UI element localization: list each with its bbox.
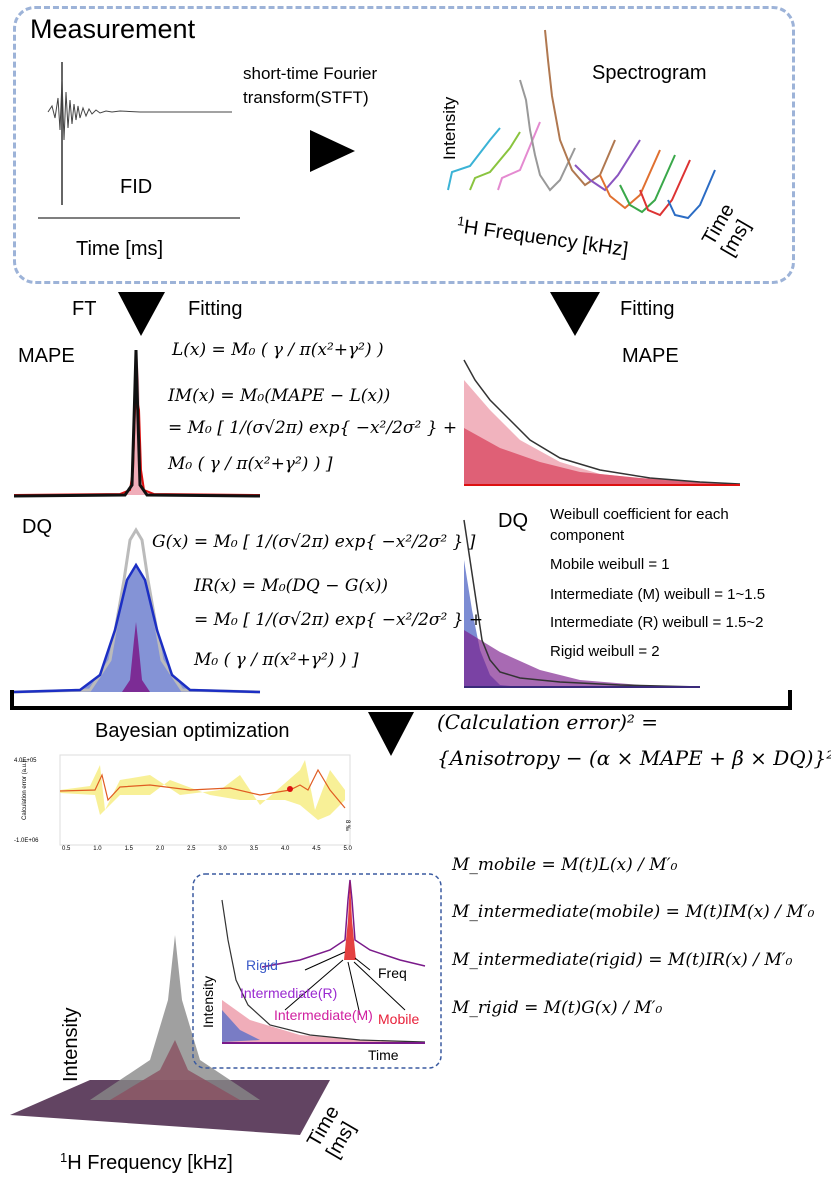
bayes-xtick: 4.0 — [280, 846, 290, 852]
inset-rigid: Rigid — [246, 957, 278, 973]
bayes-xtick: 3.0 — [218, 846, 227, 852]
weibull-rigid: Rigid weibull = 2 — [550, 643, 660, 660]
bayes-xtick: 3.5 — [249, 846, 259, 852]
bayes-xticks: 0.5 1.0 1.5 2.0 2.5 3.0 3.5 4.0 4.5 5.0 — [62, 846, 352, 852]
bayes-ylabel: Calculation error (a.u.) — [22, 760, 28, 820]
bayes-arrow — [368, 712, 414, 756]
measurement-title: Measurement — [30, 14, 196, 44]
section-bracket — [10, 690, 792, 710]
inset-intensity: Intensity — [200, 975, 216, 1028]
bayes-title: Bayesian optimization — [95, 720, 290, 742]
eq-im-1: IM(x) = M₀(MAPE − L(x)) — [168, 386, 391, 406]
left-mape-label: MAPE — [18, 345, 75, 367]
eq-ir-1: IR(x) = M₀(DQ − G(x)) — [194, 576, 388, 596]
dq-decay — [463, 519, 701, 688]
eq-m-rigid: M_rigid = M(t)G(x) / M′₀ — [452, 998, 663, 1018]
bayes-xtick: 4.5 — [312, 846, 321, 852]
fid-label: FID — [120, 176, 153, 198]
eq-m-int-rigid: M_intermediate(rigid) = M(t)IR(x) / M′₀ — [452, 950, 793, 970]
spectrogram-plot — [447, 29, 716, 220]
stft-line-2: transform(STFT) — [243, 88, 369, 107]
eq-m-mobile: M_mobile = M(t)L(x) / M′₀ — [452, 855, 678, 875]
inset-intermediate-m: Intermediate(M) — [274, 1007, 373, 1023]
weibull-intermediate-m: Intermediate (M) weibull = 1~1.5 — [550, 586, 766, 603]
right-mape-label: MAPE — [622, 345, 679, 367]
mape-spectrum — [13, 349, 261, 498]
surface-3d — [10, 935, 330, 1135]
ft-label: FT — [72, 298, 97, 320]
inset-intermediate-r: Intermediate(R) — [240, 985, 338, 1001]
bayes-xtick: 1.0 — [93, 846, 102, 852]
spectrogram-intensity: Intensity — [440, 96, 459, 160]
bayes-xtick: 1.5 — [124, 846, 133, 852]
eq-ir-2: = M₀ [ 1/(σ√2π) exp{ −x²/2σ² } + — [194, 610, 484, 630]
time-axis-label: Time [ms] — [76, 238, 164, 260]
eq-lorentz: L(x) = M₀ ( γ / π(x²+γ²) ) — [172, 340, 384, 360]
left-fitting-label: Fitting — [188, 298, 243, 320]
bayes-xtick: 2.5 — [187, 846, 196, 852]
right-dq-label: DQ — [498, 510, 528, 532]
bayes-xtick: 0.5 — [62, 846, 71, 852]
error-eq-rhs: {Anisotropy − (α × MAPE + β × DQ)}² — [437, 746, 831, 770]
mape-decay — [463, 359, 741, 486]
left-dq-label: DQ — [22, 516, 52, 538]
inset-time: Time — [368, 1047, 399, 1063]
stft-arrow — [310, 130, 355, 172]
dq-spectrum — [13, 527, 261, 694]
inset-freq: Freq — [378, 965, 407, 981]
ft-arrow — [118, 292, 165, 336]
weibull-title-2: component — [550, 527, 625, 544]
bayes-right-tick: 8 ‰ — [344, 820, 350, 832]
eq-im-2: = M₀ [ 1/(σ√2π) exp{ −x²/2σ² } + — [168, 418, 458, 438]
bayes-ytick-top: 4.0E+05 — [14, 758, 37, 764]
inset-plot — [221, 879, 426, 1044]
fid-waveform — [38, 62, 240, 219]
eq-m-int-mobile: M_intermediate(mobile) = M(t)IM(x) / M′₀ — [452, 902, 815, 922]
measurement-panel — [13, 6, 795, 284]
bayes-xtick: 5.0 — [343, 846, 352, 852]
spectrogram-title: Spectrogram — [592, 62, 707, 84]
right-fitting-label: Fitting — [620, 298, 675, 320]
error-eq-lhs: (Calculation error)² = — [437, 710, 659, 734]
bayes-ytick-bot: -1.0E+06 — [14, 838, 39, 844]
bayes-chart — [59, 754, 351, 846]
eq-im-3: M₀ ( γ / π(x²+γ²) ) ] — [168, 454, 333, 474]
weibull-mobile: Mobile weibull = 1 — [550, 556, 670, 573]
weibull-intermediate-r: Intermediate (R) weibull = 1.5~2 — [550, 614, 764, 631]
weibull-title-1: Weibull coefficient for each — [550, 506, 729, 523]
surface-freq-axis: 1H Frequency [kHz] — [60, 1150, 233, 1175]
fitting-arrow-right — [550, 292, 600, 336]
inset-mobile: Mobile — [378, 1011, 420, 1027]
stft-line-1: short-time Fourier — [243, 64, 378, 83]
surface-intensity: Intensity — [60, 1007, 82, 1082]
eq-ir-3: M₀ ( γ / π(x²+γ²) ) ] — [194, 650, 359, 670]
eq-gauss: G(x) = M₀ [ 1/(σ√2π) exp{ −x²/2σ² } ] — [152, 532, 476, 552]
inset-panel — [192, 873, 442, 1069]
bayes-xtick: 2.0 — [155, 846, 165, 852]
